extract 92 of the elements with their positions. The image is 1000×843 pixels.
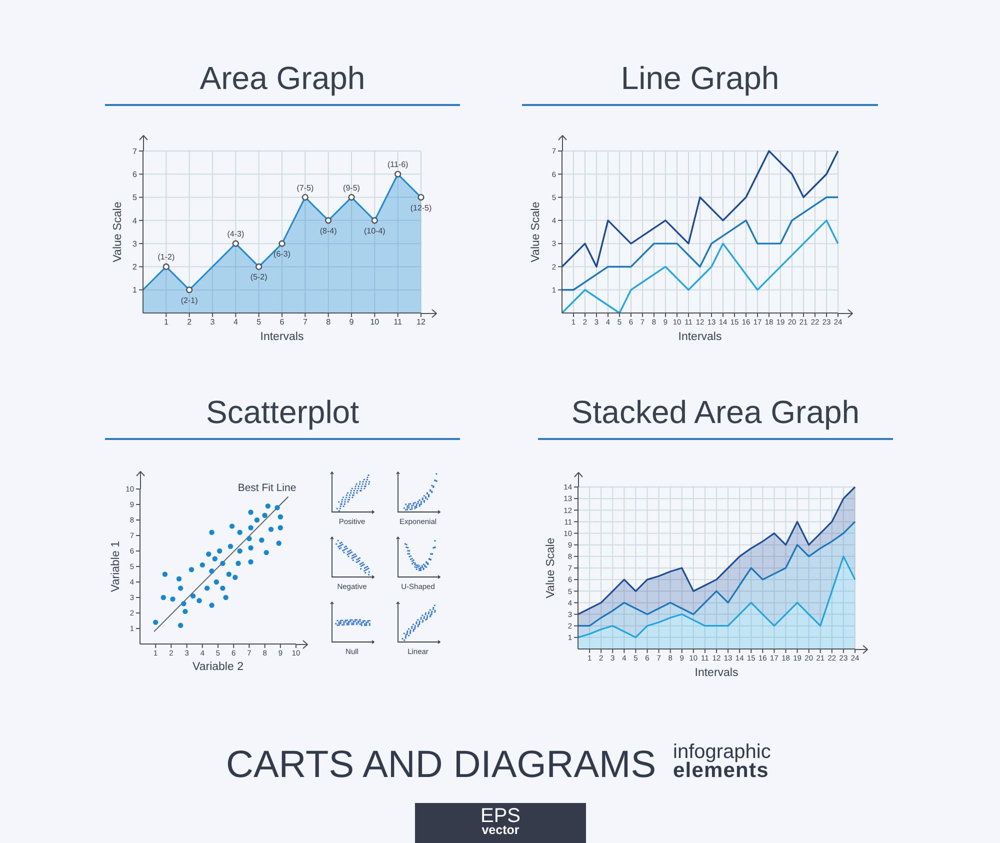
point bbox=[220, 560, 226, 566]
y-tick-label: 7 bbox=[132, 146, 138, 156]
point bbox=[236, 560, 241, 566]
data-label: (5-2) bbox=[250, 272, 268, 282]
point bbox=[182, 608, 188, 614]
point bbox=[226, 572, 232, 577]
data-label: (10-4) bbox=[364, 226, 386, 236]
point bbox=[176, 576, 182, 582]
line-series bbox=[561, 196, 839, 291]
data-label: (4-3) bbox=[227, 230, 244, 239]
point bbox=[220, 586, 226, 591]
y-tick-label: 2 bbox=[132, 262, 138, 272]
point bbox=[248, 559, 254, 564]
point bbox=[232, 574, 238, 580]
chart-title: Line Graph bbox=[620, 60, 780, 96]
y-tick-label: 4 bbox=[132, 216, 138, 226]
x-tick-label: 2 bbox=[187, 318, 192, 327]
data-label: (7-5) bbox=[296, 183, 314, 192]
point bbox=[248, 525, 254, 530]
x-tick-label: 3 bbox=[210, 318, 216, 327]
x-axis-title: Intervals bbox=[678, 331, 722, 343]
point bbox=[237, 530, 242, 535]
x-tick-label: 9 bbox=[349, 318, 354, 327]
point bbox=[181, 601, 186, 606]
point bbox=[276, 540, 282, 546]
chart-title: Stacked Area Graph bbox=[571, 394, 860, 430]
point bbox=[212, 556, 218, 562]
series-label: Best Fit Line bbox=[238, 482, 296, 494]
x-tick-label: 5 bbox=[256, 318, 262, 327]
point bbox=[274, 505, 280, 510]
y-tick-label: 5 bbox=[132, 193, 138, 202]
point bbox=[254, 517, 260, 523]
point bbox=[188, 567, 194, 572]
y-axis-title: Value Scale bbox=[112, 202, 124, 262]
data-label: (11-6) bbox=[387, 160, 409, 170]
point bbox=[268, 526, 274, 532]
point bbox=[153, 620, 158, 625]
x-axis-title: Intervals bbox=[694, 667, 738, 679]
point bbox=[278, 514, 283, 520]
data-label: (9-5) bbox=[343, 183, 360, 192]
chart-title: Scatterplot bbox=[206, 394, 359, 430]
y-axis-title: Value Scale bbox=[530, 202, 542, 262]
point bbox=[248, 545, 254, 550]
data-label: (12-5) bbox=[410, 203, 432, 212]
y-tick-label: 6 bbox=[132, 170, 138, 179]
data-label: (6-3) bbox=[274, 250, 291, 259]
x-tick-label: 11 bbox=[394, 318, 403, 327]
text: CARTS AND DIAGRAMS bbox=[226, 743, 656, 787]
point bbox=[264, 550, 269, 556]
point bbox=[196, 598, 202, 604]
point bbox=[223, 594, 228, 600]
point bbox=[200, 562, 205, 568]
y-axis-title: Value Scale bbox=[545, 538, 558, 598]
point bbox=[228, 544, 234, 549]
x-tick-label: 12 bbox=[416, 318, 426, 327]
point bbox=[229, 524, 235, 529]
x-tick-label: 10 bbox=[370, 318, 380, 327]
point bbox=[209, 602, 214, 608]
x-axis-title: Intervals bbox=[260, 331, 304, 343]
y-tick-label: 3 bbox=[132, 239, 138, 248]
point bbox=[265, 503, 271, 509]
point bbox=[262, 512, 268, 518]
point bbox=[178, 622, 184, 628]
point bbox=[248, 510, 254, 515]
point bbox=[178, 586, 184, 591]
point bbox=[214, 579, 220, 585]
x-tick-label: 8 bbox=[326, 318, 332, 327]
point bbox=[206, 552, 212, 557]
y-tick-label: 1 bbox=[132, 286, 138, 295]
point bbox=[216, 548, 222, 554]
point bbox=[190, 593, 196, 599]
x-tick-label: 6 bbox=[280, 318, 285, 327]
data-label: (1-2) bbox=[158, 252, 175, 262]
x-tick-label: 4 bbox=[233, 318, 238, 327]
text: infographic bbox=[673, 741, 771, 763]
point bbox=[162, 572, 168, 577]
point bbox=[246, 536, 252, 542]
data-label: (8-4) bbox=[320, 226, 338, 236]
chart-title: Area Graph bbox=[200, 60, 366, 96]
point bbox=[259, 538, 264, 543]
point bbox=[209, 530, 214, 535]
point bbox=[237, 548, 242, 554]
point bbox=[170, 596, 176, 602]
x-axis-title: Variable 2 bbox=[192, 661, 244, 673]
point bbox=[160, 594, 166, 600]
point bbox=[209, 568, 214, 574]
x-tick-label: 7 bbox=[302, 318, 308, 327]
data-label: (2-1) bbox=[180, 296, 198, 305]
point bbox=[204, 586, 210, 591]
x-tick-label: 1 bbox=[164, 318, 169, 327]
y-axis-title: Variable 1 bbox=[110, 541, 122, 592]
point bbox=[278, 525, 283, 530]
